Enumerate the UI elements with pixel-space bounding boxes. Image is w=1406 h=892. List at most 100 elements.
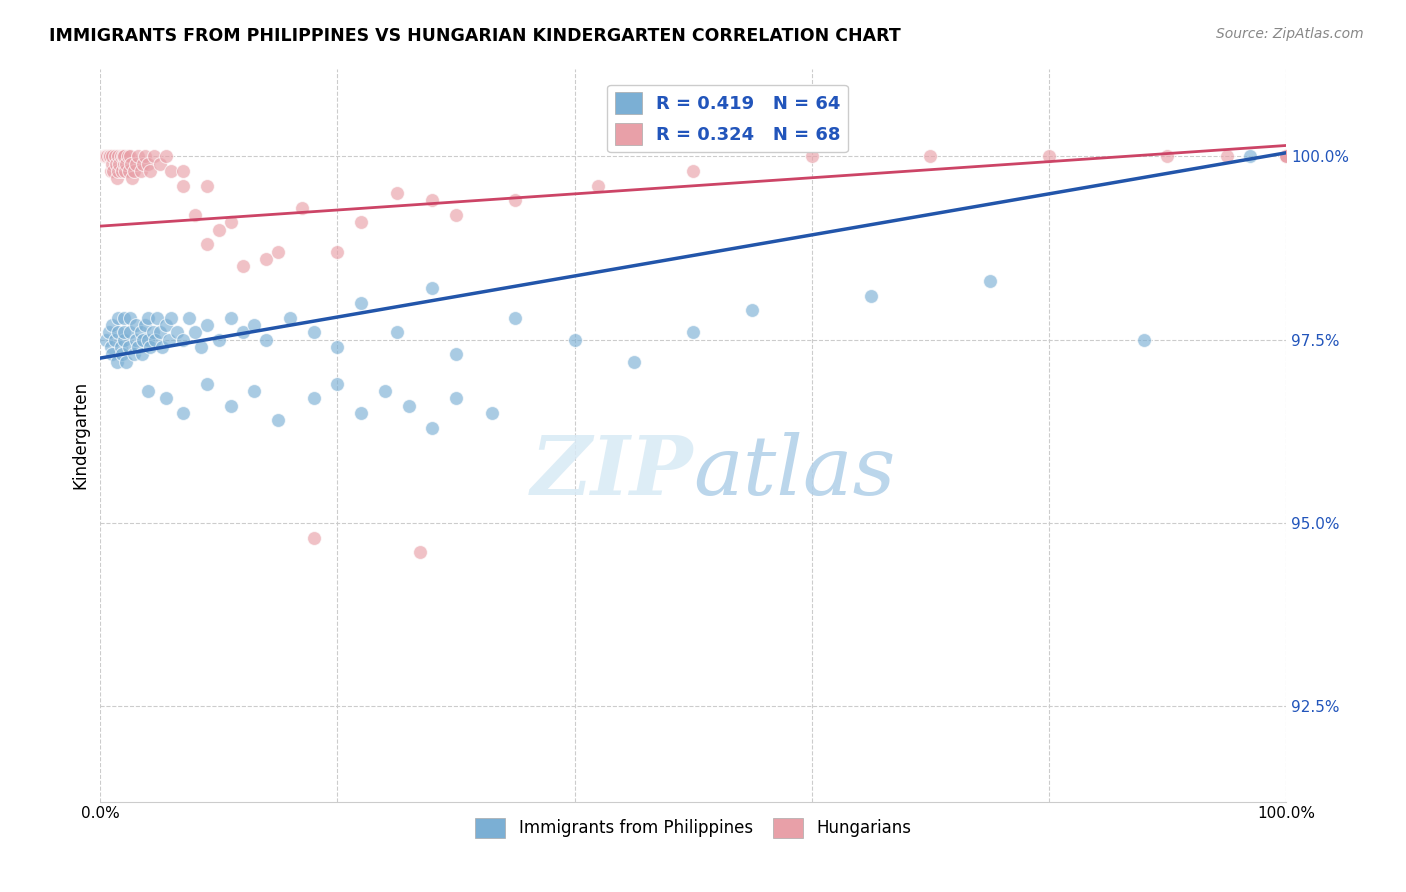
Point (142, 149, 165, 163)
Point (108, 157, 131, 171)
Point (131, 347, 153, 361)
Point (149, 326, 172, 340)
Text: Source: ZipAtlas.com: Source: ZipAtlas.com (1216, 27, 1364, 41)
Point (444, 208, 467, 222)
Point (107, 326, 129, 340)
Point (143, 333, 166, 347)
Point (107, 310, 129, 325)
Point (101, 347, 124, 361)
Point (136, 310, 159, 325)
Point (103, 149, 125, 163)
Point (100, 340, 122, 354)
Point (195, 237, 218, 252)
Point (100, 164, 122, 178)
Point (588, 178, 610, 193)
Point (267, 413, 290, 427)
Point (208, 333, 231, 347)
Point (117, 149, 139, 163)
Point (505, 194, 527, 208)
Point (121, 171, 143, 186)
Point (195, 376, 218, 391)
Point (505, 310, 527, 325)
Point (141, 326, 163, 340)
Point (155, 392, 177, 406)
Point (208, 223, 231, 237)
Point (136, 384, 159, 398)
Point (118, 310, 141, 325)
Point (160, 164, 183, 178)
Point (564, 333, 586, 347)
Point (146, 310, 169, 325)
Point (1215, 149, 1237, 163)
Point (219, 399, 242, 413)
Point (267, 244, 290, 259)
Point (129, 164, 152, 178)
Point (172, 178, 194, 193)
Point (420, 421, 443, 435)
Point (444, 392, 467, 406)
Point (101, 149, 124, 163)
Text: atlas: atlas (693, 432, 896, 512)
Point (1275, 149, 1298, 163)
Point (98, 149, 121, 163)
Point (111, 149, 134, 163)
Point (420, 281, 443, 295)
Point (111, 164, 134, 178)
Point (122, 347, 145, 361)
Point (1132, 333, 1154, 347)
Point (111, 347, 134, 361)
Point (254, 333, 277, 347)
Point (291, 201, 314, 215)
Point (103, 164, 125, 178)
Point (120, 157, 142, 171)
Point (172, 333, 194, 347)
Point (1156, 149, 1178, 163)
Point (179, 310, 201, 325)
Point (136, 157, 159, 171)
Point (134, 318, 156, 332)
Point (326, 340, 349, 354)
Point (157, 333, 180, 347)
Point (118, 164, 141, 178)
Point (184, 208, 207, 222)
Point (110, 340, 132, 354)
Point (112, 157, 135, 171)
Point (302, 531, 325, 545)
Point (374, 384, 396, 398)
Point (920, 149, 942, 163)
Text: ZIP: ZIP (530, 432, 693, 512)
Point (96, 149, 118, 163)
Point (682, 164, 704, 178)
Point (350, 215, 373, 229)
Point (112, 149, 135, 163)
Point (800, 149, 823, 163)
Point (115, 157, 138, 171)
Point (326, 244, 349, 259)
Point (122, 164, 145, 178)
Point (134, 149, 156, 163)
Point (127, 149, 149, 163)
Point (93, 149, 115, 163)
Point (232, 326, 254, 340)
Point (420, 194, 443, 208)
Point (118, 340, 141, 354)
Point (190, 340, 212, 354)
Point (1275, 149, 1298, 163)
Point (278, 310, 301, 325)
Point (350, 406, 373, 420)
Point (166, 326, 188, 340)
Point (125, 333, 148, 347)
Point (172, 406, 194, 420)
Point (302, 392, 325, 406)
Point (136, 333, 159, 347)
Point (149, 157, 172, 171)
Point (219, 215, 242, 229)
Point (682, 326, 704, 340)
Point (127, 340, 149, 354)
Point (302, 326, 325, 340)
Point (243, 318, 266, 332)
Point (150, 340, 173, 354)
Point (125, 157, 148, 171)
Point (105, 355, 128, 369)
Point (1275, 149, 1298, 163)
